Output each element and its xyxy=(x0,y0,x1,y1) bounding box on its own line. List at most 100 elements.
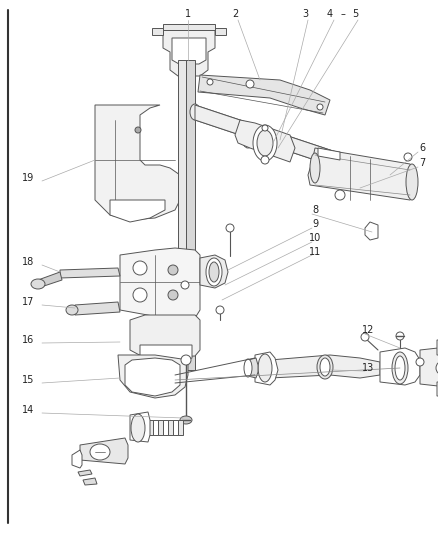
Ellipse shape xyxy=(244,130,252,146)
Ellipse shape xyxy=(133,261,147,275)
Polygon shape xyxy=(163,30,215,76)
Text: 17: 17 xyxy=(22,297,34,307)
Polygon shape xyxy=(110,200,165,222)
Polygon shape xyxy=(95,105,180,220)
Ellipse shape xyxy=(406,164,418,200)
Polygon shape xyxy=(365,222,378,240)
Polygon shape xyxy=(178,60,186,370)
Polygon shape xyxy=(168,420,173,435)
Polygon shape xyxy=(248,358,258,378)
Polygon shape xyxy=(148,420,153,435)
Ellipse shape xyxy=(320,358,330,376)
Ellipse shape xyxy=(168,290,178,300)
Polygon shape xyxy=(195,105,390,185)
Text: 16: 16 xyxy=(22,335,34,345)
Ellipse shape xyxy=(66,305,78,315)
Polygon shape xyxy=(308,148,415,200)
Polygon shape xyxy=(80,438,128,464)
Polygon shape xyxy=(153,420,158,435)
Polygon shape xyxy=(130,412,150,442)
Polygon shape xyxy=(437,340,438,355)
Ellipse shape xyxy=(395,356,405,380)
Ellipse shape xyxy=(31,279,45,289)
Polygon shape xyxy=(437,382,438,396)
Ellipse shape xyxy=(270,138,280,156)
Text: 8: 8 xyxy=(312,205,318,215)
Polygon shape xyxy=(172,38,206,64)
Ellipse shape xyxy=(404,153,412,161)
Ellipse shape xyxy=(361,333,369,341)
Polygon shape xyxy=(78,470,92,476)
Ellipse shape xyxy=(310,153,320,183)
Text: 12: 12 xyxy=(362,325,374,335)
Ellipse shape xyxy=(246,80,254,88)
Ellipse shape xyxy=(317,104,323,110)
Polygon shape xyxy=(163,420,168,435)
Text: 6: 6 xyxy=(419,143,425,153)
Ellipse shape xyxy=(226,224,234,232)
Polygon shape xyxy=(152,28,163,35)
Ellipse shape xyxy=(206,258,222,286)
Ellipse shape xyxy=(392,352,408,384)
Polygon shape xyxy=(235,120,295,162)
Text: 3: 3 xyxy=(302,9,308,19)
Polygon shape xyxy=(270,355,380,378)
Polygon shape xyxy=(130,315,200,358)
Ellipse shape xyxy=(264,359,276,379)
Polygon shape xyxy=(380,348,420,385)
Text: 13: 13 xyxy=(362,363,374,373)
Ellipse shape xyxy=(131,414,145,442)
Text: 9: 9 xyxy=(312,219,318,229)
Ellipse shape xyxy=(262,125,268,131)
Ellipse shape xyxy=(216,306,224,314)
Polygon shape xyxy=(72,450,82,468)
Ellipse shape xyxy=(181,281,189,289)
Text: 7: 7 xyxy=(419,158,425,168)
Text: 11: 11 xyxy=(309,247,321,257)
Polygon shape xyxy=(83,478,97,485)
Ellipse shape xyxy=(244,359,252,377)
Text: 14: 14 xyxy=(22,405,34,415)
Polygon shape xyxy=(140,345,192,365)
Polygon shape xyxy=(163,24,215,30)
Ellipse shape xyxy=(190,104,200,120)
Polygon shape xyxy=(186,60,195,370)
Ellipse shape xyxy=(257,130,273,156)
Ellipse shape xyxy=(180,416,192,424)
Text: 2: 2 xyxy=(232,9,238,19)
Text: 5: 5 xyxy=(352,9,358,19)
Text: 15: 15 xyxy=(22,375,34,385)
Polygon shape xyxy=(118,355,188,398)
Text: –: – xyxy=(341,9,346,19)
Polygon shape xyxy=(158,420,163,435)
Ellipse shape xyxy=(261,156,269,164)
Polygon shape xyxy=(198,75,330,115)
Ellipse shape xyxy=(90,444,110,460)
Ellipse shape xyxy=(133,288,147,302)
Ellipse shape xyxy=(436,361,438,375)
Text: 18: 18 xyxy=(22,257,34,267)
Ellipse shape xyxy=(416,358,424,366)
Text: 4: 4 xyxy=(327,9,333,19)
Ellipse shape xyxy=(260,134,270,152)
Ellipse shape xyxy=(253,125,277,161)
Ellipse shape xyxy=(396,332,404,340)
Polygon shape xyxy=(200,255,228,288)
Polygon shape xyxy=(38,272,62,288)
Ellipse shape xyxy=(317,355,333,379)
Ellipse shape xyxy=(207,79,213,85)
Ellipse shape xyxy=(242,128,254,148)
Ellipse shape xyxy=(168,265,178,275)
Polygon shape xyxy=(178,420,183,435)
Polygon shape xyxy=(60,268,120,278)
Polygon shape xyxy=(255,352,278,385)
Text: 1: 1 xyxy=(185,9,191,19)
Polygon shape xyxy=(125,358,180,396)
Text: 19: 19 xyxy=(22,173,34,183)
Polygon shape xyxy=(120,248,200,320)
Ellipse shape xyxy=(181,355,191,365)
Ellipse shape xyxy=(258,354,272,382)
Polygon shape xyxy=(420,348,438,386)
Polygon shape xyxy=(215,28,226,35)
Polygon shape xyxy=(318,148,340,160)
